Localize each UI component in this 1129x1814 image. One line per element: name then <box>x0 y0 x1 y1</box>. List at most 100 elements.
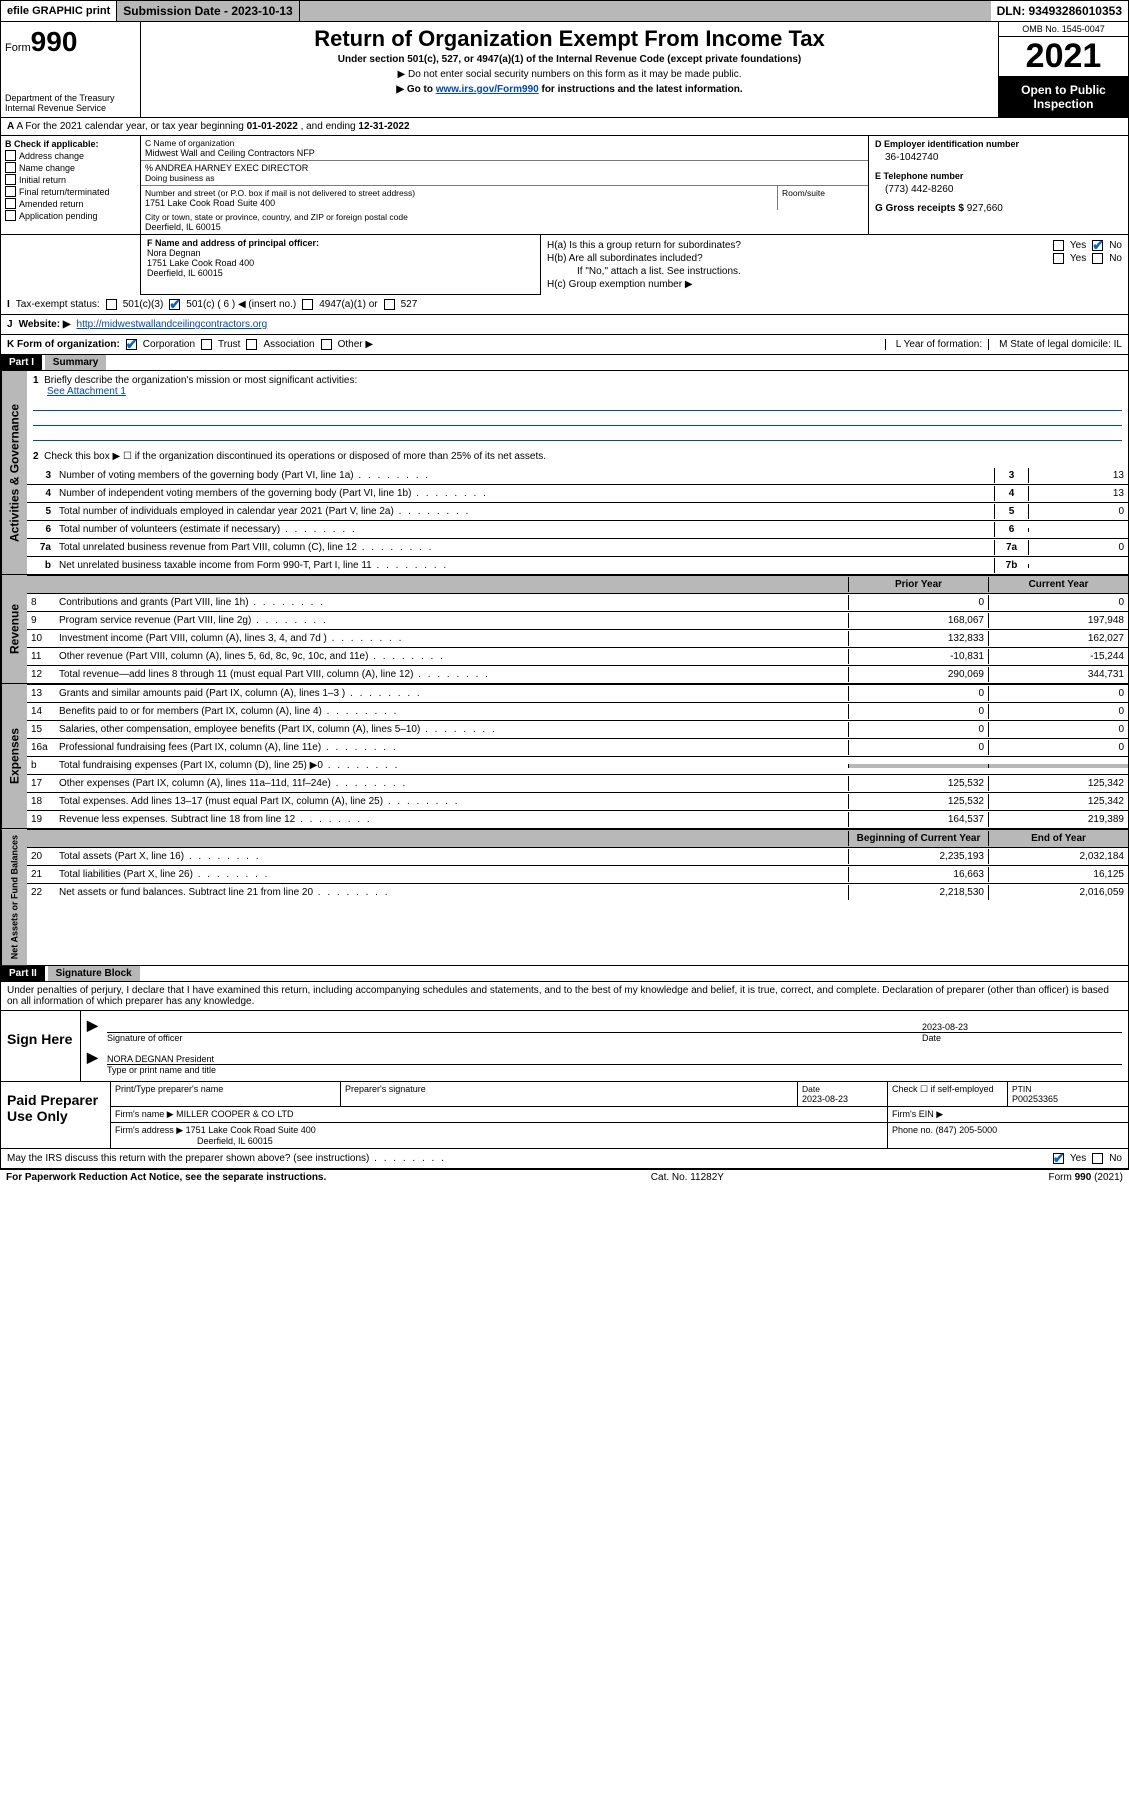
checkbox-icon[interactable] <box>1053 253 1064 264</box>
form-prefix: Form <box>5 42 31 54</box>
form-subtitle: Under section 501(c), 527, or 4947(a)(1)… <box>145 54 994 65</box>
firm-address: Firm's address ▶ 1751 Lake Cook Road Sui… <box>111 1123 888 1148</box>
chk-final-return[interactable]: Final return/terminated <box>5 186 136 197</box>
mission-line <box>33 427 1122 441</box>
prep-addr-row: Firm's address ▶ 1751 Lake Cook Road Sui… <box>111 1123 1128 1148</box>
header-right: OMB No. 1545-0047 2021 Open to Public In… <box>998 22 1128 117</box>
signature-line[interactable] <box>107 1017 922 1033</box>
name-label: Type or print name and title <box>107 1065 1122 1075</box>
table-row: 21Total liabilities (Part X, line 26)16,… <box>27 865 1128 883</box>
chk-application-pending[interactable]: Application pending <box>5 210 136 221</box>
checkbox-icon[interactable] <box>321 339 332 350</box>
firm-phone: Phone no. (847) 205-5000 <box>888 1123 1128 1148</box>
ein-label: D Employer identification number <box>875 139 1122 149</box>
chk-address-change[interactable]: Address change <box>5 150 136 161</box>
city-label: City or town, state or province, country… <box>145 212 864 222</box>
sign-here-label: Sign Here <box>1 1011 81 1081</box>
ein-value: 36-1042740 <box>885 152 1122 163</box>
cell-care-of: % ANDREA HARNEY EXEC DIRECTOR Doing busi… <box>141 161 868 186</box>
chk-amended-return[interactable]: Amended return <box>5 198 136 209</box>
checkbox-icon-checked[interactable] <box>1053 1153 1064 1164</box>
irs-link[interactable]: www.irs.gov/Form990 <box>436 84 539 95</box>
checkbox-icon[interactable] <box>1092 1153 1103 1164</box>
f-label: F Name and address of principal officer: <box>147 238 319 248</box>
prep-header-row: Print/Type preparer's name Preparer's si… <box>111 1082 1128 1107</box>
checkbox-icon-checked[interactable] <box>126 339 137 350</box>
gross-value: 927,660 <box>967 203 1003 214</box>
row-a-mid: , and ending <box>301 121 359 132</box>
sign-body: ▶ Signature of officer 2023-08-23 Date ▶… <box>81 1011 1128 1081</box>
prep-ptin: PTINP00253365 <box>1008 1082 1128 1106</box>
netassets-body: Beginning of Current Year End of Year 20… <box>27 829 1128 965</box>
col-b-title: B Check if applicable: <box>5 139 136 149</box>
efile-button[interactable]: efile GRAPHIC print <box>1 1 117 21</box>
arrow-icon: ▶ <box>87 1049 107 1075</box>
phone-label: E Telephone number <box>875 171 1122 181</box>
hc-label: H(c) Group exemption number ▶ <box>547 279 693 290</box>
sign-here-section: Sign Here ▶ Signature of officer 2023-08… <box>0 1011 1129 1082</box>
gov-line: 5Total number of individuals employed in… <box>27 502 1128 520</box>
website-link[interactable]: http://midwestwallandceilingcontractors.… <box>77 319 268 330</box>
checkbox-icon[interactable] <box>106 299 117 310</box>
hdr-prior: Prior Year <box>848 577 988 592</box>
gov-line: 7aTotal unrelated business revenue from … <box>27 538 1128 556</box>
checkbox-icon[interactable] <box>1092 253 1103 264</box>
signer-name: NORA DEGNAN President <box>107 1054 214 1064</box>
netassets-section: Net Assets or Fund Balances Beginning of… <box>0 829 1129 966</box>
mission-line <box>33 397 1122 411</box>
arrow-icon: ▶ <box>87 1017 107 1043</box>
no-label: No <box>1109 1153 1122 1164</box>
chk-name-change[interactable]: Name change <box>5 162 136 173</box>
chk-label: Amended return <box>19 199 84 209</box>
checkbox-icon <box>5 150 16 161</box>
date-line: 2023-08-23 <box>922 1017 1122 1033</box>
sig-label: Signature of officer <box>107 1033 922 1043</box>
h-a-row: H(a) Is this a group return for subordin… <box>547 240 1122 251</box>
opt-501c3: 501(c)(3) <box>123 299 164 310</box>
chk-initial-return[interactable]: Initial return <box>5 174 136 185</box>
opt-trust: Trust <box>218 339 240 350</box>
checkbox-icon[interactable] <box>1053 240 1064 251</box>
preparer-body: Print/Type preparer's name Preparer's si… <box>111 1082 1128 1148</box>
ssn-note: ▶ Do not enter social security numbers o… <box>145 69 994 80</box>
prep-self-employed[interactable]: Check ☐ if self-employed <box>888 1082 1008 1106</box>
checkbox-icon-checked[interactable] <box>1092 240 1103 251</box>
officer-addr2: Deerfield, IL 60015 <box>147 268 223 278</box>
gov-line: 3Number of voting members of the governi… <box>27 466 1128 484</box>
checkbox-icon[interactable] <box>246 339 257 350</box>
l-year-formation: L Year of formation: <box>885 339 982 350</box>
fgh-spacer <box>1 235 141 295</box>
part1-header: Part I <box>1 355 42 370</box>
declaration: Under penalties of perjury, I declare th… <box>0 982 1129 1011</box>
submission-date: Submission Date - 2023-10-13 <box>117 1 299 21</box>
expenses-section: Expenses 13Grants and similar amounts pa… <box>0 684 1129 829</box>
no-label: No <box>1109 253 1122 264</box>
col-headers2: Beginning of Current Year End of Year <box>27 829 1128 847</box>
col-c-org-info: C Name of organization Midwest Wall and … <box>141 136 868 234</box>
discuss-row: May the IRS discuss this return with the… <box>0 1149 1129 1169</box>
chk-label: Name change <box>19 163 75 173</box>
row-a-tax-year: A A For the 2021 calendar year, or tax y… <box>0 118 1129 136</box>
row-a-begin: 01-01-2022 <box>247 121 298 132</box>
officer-addr1: 1751 Lake Cook Road 400 <box>147 258 254 268</box>
row-a-label: A <box>7 121 14 132</box>
q1-attachment-link[interactable]: See Attachment 1 <box>47 386 126 397</box>
checkbox-icon-checked[interactable] <box>169 299 180 310</box>
form-990: 990 <box>31 26 78 57</box>
form-number: Form990 <box>5 26 136 58</box>
checkbox-icon[interactable] <box>201 339 212 350</box>
chk-label: Application pending <box>19 211 98 221</box>
checkbox-icon[interactable] <box>302 299 313 310</box>
cell-city: City or town, state or province, country… <box>141 210 868 234</box>
preparer-section: Paid Preparer Use Only Print/Type prepar… <box>0 1082 1129 1149</box>
tax-year: 2021 <box>999 37 1128 77</box>
section-h: H(a) Is this a group return for subordin… <box>541 235 1128 295</box>
gov-line: 6Total number of volunteers (estimate if… <box>27 520 1128 538</box>
gov-line: 4Number of independent voting members of… <box>27 484 1128 502</box>
col-d-ein-phone: D Employer identification number 36-1042… <box>868 136 1128 234</box>
checkbox-icon[interactable] <box>384 299 395 310</box>
yes-label: Yes <box>1070 240 1086 251</box>
chk-label: Final return/terminated <box>19 187 110 197</box>
open-public: Open to Public Inspection <box>999 77 1128 117</box>
table-row: bTotal fundraising expenses (Part IX, co… <box>27 756 1128 774</box>
